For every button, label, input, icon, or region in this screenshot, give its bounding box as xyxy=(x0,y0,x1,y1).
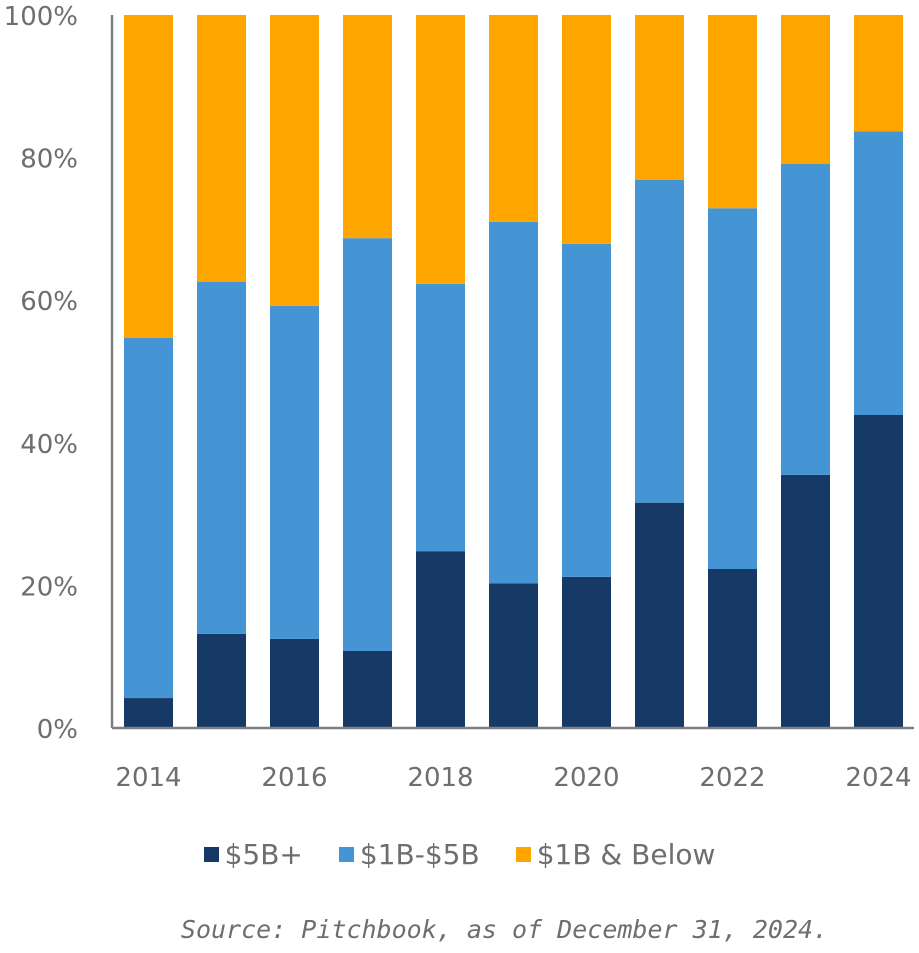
bar-2019-series-0 xyxy=(489,583,538,728)
bar-2015-series-0 xyxy=(197,633,246,728)
bar-2018-series-2 xyxy=(416,15,465,284)
bar-2023-series-2 xyxy=(781,15,830,165)
legend-item-1b-5b: $1B-$5B xyxy=(338,838,480,871)
bar-2020-series-1 xyxy=(562,243,611,577)
bar-2015-series-2 xyxy=(197,15,246,282)
x-tick-label: 2024 xyxy=(845,763,911,793)
bar-2022-series-2 xyxy=(708,15,757,209)
x-tick-label: 2016 xyxy=(261,763,327,793)
bar-2017-series-2 xyxy=(343,15,392,239)
bar-2021-series-2 xyxy=(635,15,684,180)
legend-item-1b-below: $1B & Below xyxy=(515,838,716,871)
bar-2019-series-1 xyxy=(489,221,538,584)
bar-2018-series-0 xyxy=(416,551,465,728)
bar-2017-series-0 xyxy=(343,650,392,728)
bar-2023-series-0 xyxy=(781,474,830,728)
x-tick-label: 2018 xyxy=(407,763,473,793)
y-tick-label: 60% xyxy=(20,287,78,317)
bar-2021-series-1 xyxy=(635,179,684,503)
stacked-bar-chart: 0% 20% 40% 60% 80% 100% 2014 2016 2018 2020 2022 20… xyxy=(4,2,914,793)
legend: $5B+ $1B-$5B $1B & Below xyxy=(0,838,919,871)
bar-2016-series-0 xyxy=(270,638,319,728)
bar-2024-series-2 xyxy=(854,15,903,132)
bar-2019-series-2 xyxy=(489,15,538,222)
y-tick-label: 80% xyxy=(20,145,78,175)
y-tick-label: 40% xyxy=(20,430,78,460)
bar-2017-series-1 xyxy=(343,238,392,651)
bar-2023-series-1 xyxy=(781,164,830,475)
legend-label-1b-5b: $1B-$5B xyxy=(359,838,480,871)
legend-swatch-5b-plus xyxy=(203,847,219,862)
bar-2016-series-2 xyxy=(270,15,319,306)
bar-2022-series-0 xyxy=(708,569,757,728)
bar-2021-series-0 xyxy=(635,502,684,728)
legend-label-5b-plus: $5B+ xyxy=(224,838,303,871)
source-note: Source: Pitchbook, as of December 31, 20… xyxy=(180,915,829,944)
y-tick-label: 20% xyxy=(20,572,78,602)
bar-2020-series-2 xyxy=(562,15,611,244)
bar-2018-series-1 xyxy=(416,283,465,552)
y-tick-label: 0% xyxy=(37,715,78,745)
bar-2020-series-0 xyxy=(562,576,611,728)
bar-2024-series-1 xyxy=(854,131,903,415)
legend-swatch-1b-5b xyxy=(338,847,354,862)
x-tick-label: 2020 xyxy=(553,763,619,793)
y-tick-label: 100% xyxy=(4,2,78,32)
legend-label-1b-below: $1B & Below xyxy=(536,838,716,871)
bar-2015-series-1 xyxy=(197,281,246,634)
legend-swatch-1b-below xyxy=(515,847,531,862)
bar-2016-series-1 xyxy=(270,305,319,639)
bar-2014-series-0 xyxy=(124,698,173,728)
x-tick-label: 2014 xyxy=(115,763,181,793)
x-tick-label: 2022 xyxy=(699,763,765,793)
bar-2014-series-1 xyxy=(124,337,173,699)
bar-2014-series-2 xyxy=(124,15,173,338)
legend-item-5b-plus: $5B+ xyxy=(203,838,303,871)
bar-2024-series-0 xyxy=(854,414,903,728)
bar-2022-series-1 xyxy=(708,208,757,570)
